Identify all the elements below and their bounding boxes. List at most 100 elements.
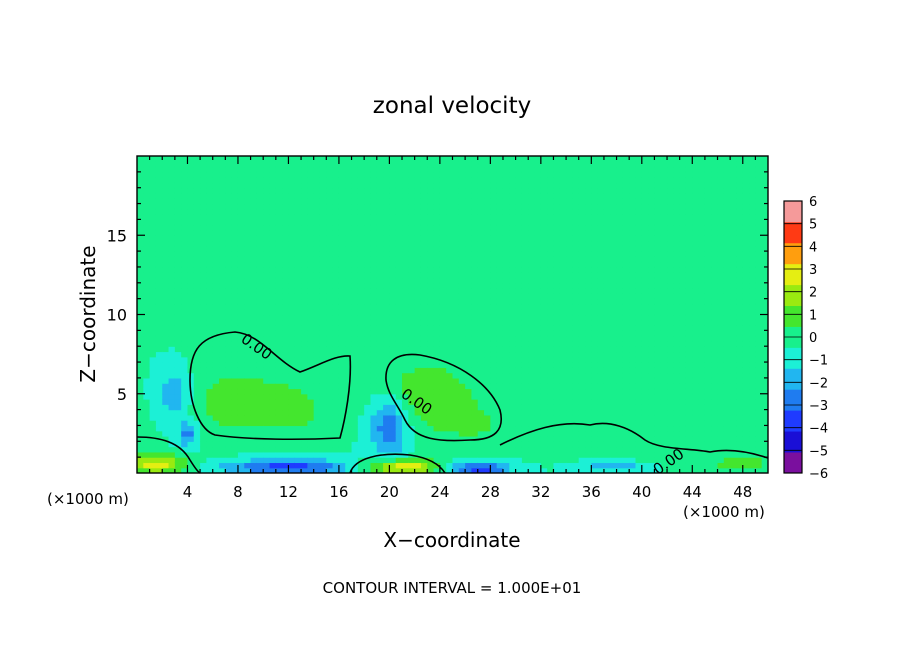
heatmap-cell: [187, 303, 195, 310]
heatmap-cell: [193, 293, 201, 300]
heatmap-cell: [427, 409, 435, 416]
heatmap-cell: [458, 245, 466, 252]
heatmap-cell: [294, 261, 302, 268]
heatmap-cell: [168, 192, 176, 199]
heatmap-cell: [282, 351, 290, 358]
heatmap-cell: [496, 266, 504, 273]
heatmap-cell: [484, 420, 491, 427]
heatmap-cell: [155, 303, 163, 310]
heatmap-cell: [528, 346, 536, 353]
heatmap-cell: [521, 166, 529, 173]
heatmap-cell: [446, 330, 454, 337]
heatmap-cell: [654, 272, 662, 279]
heatmap-cell: [585, 340, 592, 347]
heatmap-cell: [137, 235, 144, 242]
heatmap-cell: [313, 171, 321, 178]
heatmap-cell: [370, 187, 378, 194]
heatmap-cell: [282, 303, 290, 310]
heatmap-cell: [338, 161, 346, 168]
heatmap-cell: [641, 462, 649, 469]
heatmap-cell: [395, 436, 403, 442]
heatmap-cell: [225, 156, 233, 162]
heatmap-cell: [364, 198, 372, 205]
heatmap-cell: [357, 367, 365, 374]
heatmap-cell: [364, 451, 372, 458]
heatmap-cell: [395, 293, 403, 300]
heatmap-cell: [585, 229, 592, 236]
heatmap-cell: [408, 192, 416, 199]
heatmap-cell: [515, 430, 523, 437]
heatmap-cell: [206, 156, 214, 162]
heatmap-cell: [219, 214, 226, 220]
heatmap-cell: [578, 282, 586, 289]
heatmap-cell: [193, 399, 201, 405]
heatmap-cell: [446, 441, 454, 448]
heatmap-cell: [635, 346, 643, 353]
heatmap-cell: [458, 282, 466, 289]
heatmap-cell: [477, 367, 485, 374]
heatmap-cell: [622, 388, 630, 395]
heatmap-cell: [540, 309, 548, 316]
heatmap-cell: [307, 399, 315, 405]
heatmap-cell: [566, 383, 573, 390]
heatmap-cell: [376, 261, 384, 268]
heatmap-cell: [212, 340, 220, 347]
heatmap-cell: [515, 277, 523, 284]
heatmap-cell: [244, 171, 252, 178]
heatmap-cell: [225, 177, 233, 184]
heatmap-cell: [275, 266, 283, 273]
heatmap-cell: [654, 251, 662, 257]
heatmap-cell: [275, 288, 283, 294]
heatmap-cell: [509, 356, 517, 363]
heatmap-cell: [370, 340, 378, 347]
heatmap-cell: [275, 235, 283, 242]
heatmap-cell: [206, 362, 214, 368]
heatmap-cell: [332, 356, 340, 363]
heatmap-cell: [319, 467, 327, 473]
heatmap-cell: [263, 187, 271, 194]
heatmap-cell: [420, 356, 428, 363]
heatmap-cell: [237, 214, 245, 220]
heatmap-cell: [307, 414, 315, 421]
heatmap-cell: [446, 208, 454, 215]
heatmap-cell: [585, 356, 592, 363]
heatmap-cell: [547, 272, 555, 279]
heatmap-cell: [313, 161, 321, 168]
heatmap-cell: [389, 187, 397, 194]
heatmap-cell: [635, 219, 643, 226]
heatmap-cell: [200, 161, 208, 168]
heatmap-cell: [256, 171, 264, 178]
heatmap-cell: [540, 393, 548, 400]
heatmap-cell: [206, 340, 214, 347]
heatmap-cell: [269, 457, 277, 464]
heatmap-cell: [458, 288, 466, 294]
heatmap-cell: [534, 235, 542, 242]
heatmap-cell: [332, 383, 340, 390]
heatmap-cell: [414, 192, 422, 199]
heatmap-cell: [547, 224, 555, 231]
heatmap-cell: [471, 393, 479, 400]
heatmap-cell: [597, 171, 605, 178]
heatmap-cell: [231, 319, 239, 326]
heatmap-cell: [521, 203, 529, 210]
heatmap-cell: [408, 414, 416, 421]
heatmap-cell: [572, 235, 580, 242]
heatmap-cell: [484, 261, 491, 268]
heatmap-cell: [250, 346, 258, 353]
heatmap-cell: [263, 277, 271, 284]
heatmap-cell: [585, 325, 592, 331]
heatmap-cell: [200, 404, 208, 411]
heatmap-cell: [515, 446, 523, 453]
heatmap-cell: [200, 166, 208, 173]
heatmap-cell: [559, 240, 567, 247]
heatmap-cell: [509, 235, 517, 242]
heatmap-cell: [490, 235, 498, 242]
heatmap-cell: [282, 346, 290, 353]
heatmap-cell: [294, 409, 302, 416]
heatmap-cell: [502, 235, 510, 242]
heatmap-cell: [155, 457, 163, 464]
heatmap-cell: [155, 451, 163, 458]
heatmap-cell: [149, 229, 157, 236]
heatmap-cell: [427, 346, 435, 353]
heatmap-cell: [212, 161, 220, 168]
